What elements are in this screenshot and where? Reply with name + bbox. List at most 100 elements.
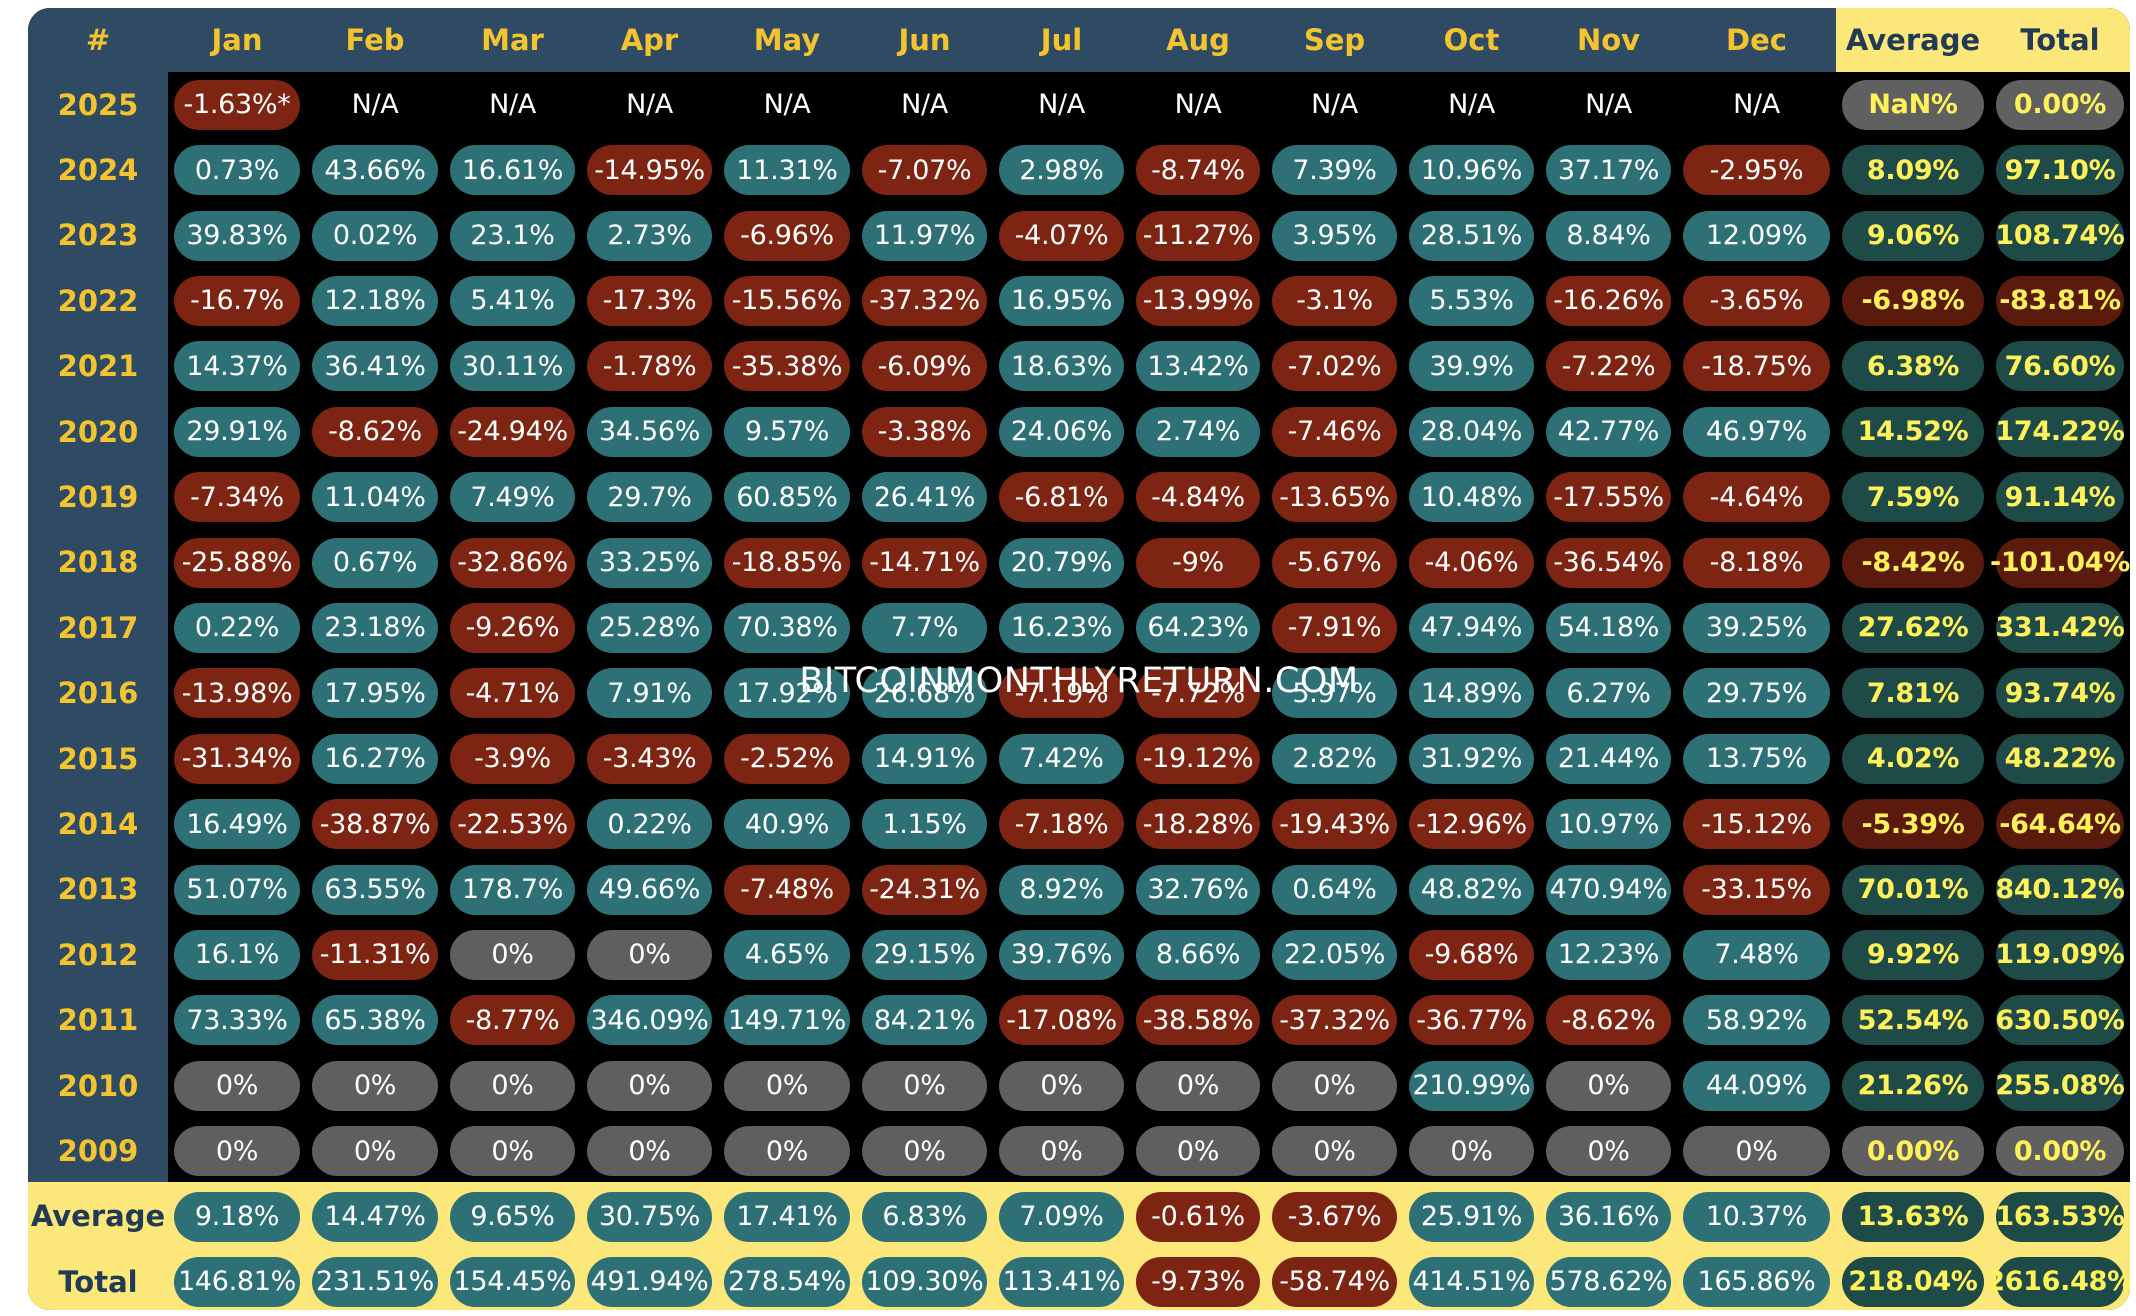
return-cell: 0%: [312, 1126, 438, 1177]
return-cell: -5.67%: [1272, 537, 1397, 588]
footer-cell: 6.83%: [862, 1191, 987, 1242]
return-cell: 34.56%: [587, 406, 712, 457]
header-aug: Aug: [1166, 23, 1230, 57]
return-cell: 11.04%: [312, 472, 438, 523]
return-cell: 29.91%: [174, 406, 300, 457]
footer-cell: 414.51%: [1409, 1256, 1534, 1307]
return-cell: -22.53%: [450, 799, 575, 850]
return-cell: 16.49%: [174, 799, 300, 850]
return-cell: 33.25%: [587, 537, 712, 588]
return-cell: -19.12%: [1136, 733, 1260, 784]
return-cell: 8.92%: [999, 864, 1124, 915]
row-average-cell: -5.39%: [1842, 799, 1984, 850]
return-cell: -7.18%: [999, 799, 1124, 850]
return-cell: 3.95%: [1272, 210, 1397, 261]
return-cell: 8.66%: [1136, 929, 1260, 980]
footer-cell: 113.41%: [999, 1256, 1124, 1307]
footer-cell: 9.18%: [174, 1191, 300, 1242]
row-total-cell: 119.09%: [1995, 929, 2125, 980]
return-cell: 0%: [724, 1060, 850, 1111]
return-cell: -37.32%: [1272, 995, 1397, 1046]
row-total-cell: 840.12%: [1995, 864, 2125, 915]
return-cell: 7.7%: [862, 602, 987, 653]
return-cell: -35.38%: [724, 341, 850, 392]
return-cell: -7.07%: [862, 145, 987, 196]
year-label: 2025: [57, 87, 139, 122]
return-cell: 39.83%: [174, 210, 300, 261]
return-cell: 16.23%: [999, 602, 1124, 653]
footer-cell: 10.37%: [1683, 1191, 1830, 1242]
row-average-cell: 27.62%: [1842, 602, 1984, 653]
return-cell: 0%: [1409, 1126, 1534, 1177]
return-cell: -3.38%: [862, 406, 987, 457]
return-cell: -15.56%: [724, 275, 850, 326]
row-average-cell: 0.00%: [1842, 1126, 1984, 1177]
year-label: 2010: [57, 1068, 139, 1103]
return-cell: -8.62%: [312, 406, 438, 457]
return-cell: -13.65%: [1272, 472, 1397, 523]
return-cell: N/A: [1311, 89, 1358, 121]
return-cell: 0.22%: [587, 799, 712, 850]
return-cell: -7.91%: [1272, 602, 1397, 653]
return-cell: -6.09%: [862, 341, 987, 392]
row-average-cell: 70.01%: [1842, 864, 1984, 915]
return-cell: 2.73%: [587, 210, 712, 261]
row-total-cell: 93.74%: [1996, 668, 2124, 719]
return-cell: -32.86%: [450, 537, 575, 588]
return-cell: -7.22%: [1546, 341, 1671, 392]
return-cell: 23.18%: [312, 602, 438, 653]
return-cell: 73.33%: [174, 995, 300, 1046]
return-cell: 49.66%: [587, 864, 712, 915]
return-cell: 24.06%: [999, 406, 1124, 457]
footer-cell: 7.09%: [999, 1191, 1124, 1242]
return-cell: 58.92%: [1683, 995, 1830, 1046]
row-average-cell: NaN%: [1842, 79, 1984, 130]
return-cell: 54.18%: [1546, 602, 1671, 653]
return-cell: 17.92%: [724, 668, 850, 719]
row-total-cell: -64.64%: [1996, 799, 2124, 850]
return-cell: 11.31%: [724, 145, 850, 196]
return-cell: 0%: [450, 929, 575, 980]
return-cell: -1.63%*: [174, 79, 300, 130]
row-average-cell: 21.26%: [1842, 1060, 1984, 1111]
return-cell: -25.88%: [174, 537, 300, 588]
return-cell: 48.82%: [1409, 864, 1534, 915]
row-average-cell: -8.42%: [1842, 537, 1984, 588]
return-cell: 31.92%: [1409, 733, 1534, 784]
return-cell: -8.77%: [450, 995, 575, 1046]
return-cell: 7.42%: [999, 733, 1124, 784]
year-label: 2016: [57, 676, 139, 711]
return-cell: 6.27%: [1546, 668, 1671, 719]
return-cell: -7.34%: [174, 472, 300, 523]
return-cell: -36.77%: [1409, 995, 1534, 1046]
footer-average-cell: 13.63%: [1842, 1191, 1984, 1242]
return-cell: -6.96%: [724, 210, 850, 261]
return-cell: 13.42%: [1136, 341, 1260, 392]
return-cell: 39.25%: [1683, 602, 1830, 653]
return-cell: 0%: [862, 1126, 987, 1177]
row-average-cell: 52.54%: [1842, 995, 1984, 1046]
footer-cell: 30.75%: [587, 1191, 712, 1242]
return-cell: 16.27%: [312, 733, 438, 784]
header-jun: Jun: [898, 23, 951, 57]
return-cell: -13.98%: [174, 668, 300, 719]
return-cell: -4.06%: [1409, 537, 1534, 588]
return-cell: 13.75%: [1683, 733, 1830, 784]
row-total-cell: -101.04%: [1990, 537, 2130, 588]
footer-cell: 231.51%: [312, 1256, 438, 1307]
row-total-cell: 331.42%: [1995, 602, 2125, 653]
footer-cell: -3.67%: [1272, 1191, 1397, 1242]
return-cell: -24.31%: [862, 864, 987, 915]
return-cell: N/A: [763, 89, 811, 121]
return-cell: 0%: [587, 1126, 712, 1177]
return-cell: 7.48%: [1683, 929, 1830, 980]
return-cell: 84.21%: [862, 995, 987, 1046]
return-cell: -18.28%: [1136, 799, 1260, 850]
return-cell: 10.96%: [1409, 145, 1534, 196]
summary-header-background: [1836, 8, 2130, 72]
return-cell: 30.11%: [450, 341, 575, 392]
return-cell: -3.1%: [1272, 275, 1397, 326]
year-label: 2024: [57, 153, 139, 188]
return-cell: N/A: [1038, 89, 1085, 121]
header-nov: Nov: [1576, 23, 1641, 57]
